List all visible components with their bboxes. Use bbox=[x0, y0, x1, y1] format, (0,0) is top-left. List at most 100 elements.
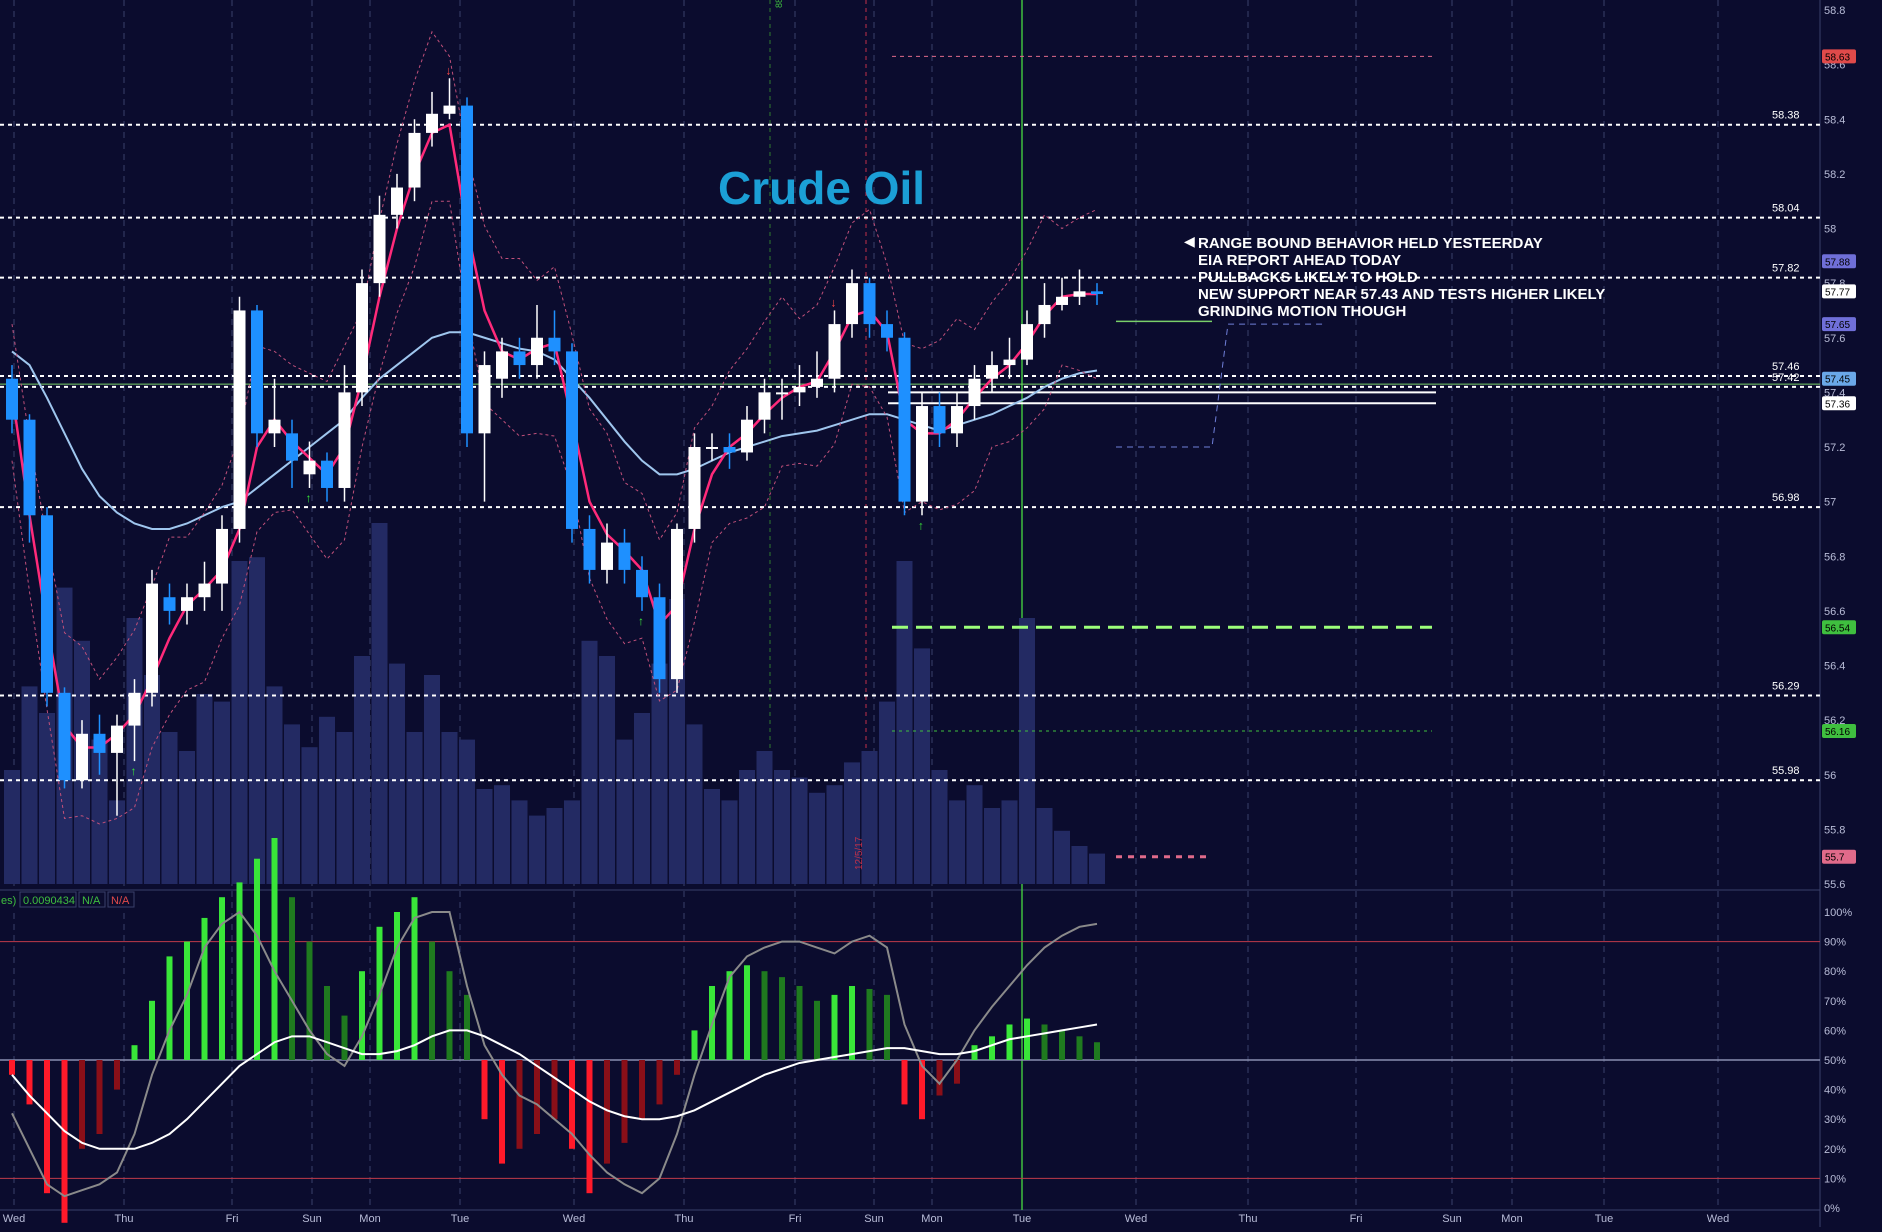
candle-body bbox=[706, 447, 718, 449]
indicator-na1: N/A bbox=[82, 895, 101, 907]
osc-axis-tick: 10% bbox=[1824, 1173, 1846, 1185]
candle-body bbox=[671, 528, 683, 680]
osc-histogram-bar bbox=[586, 1060, 593, 1194]
volume-bar bbox=[599, 656, 615, 884]
osc-histogram-bar bbox=[44, 1060, 50, 1194]
osc-histogram-bar bbox=[744, 965, 750, 1060]
volume-bar bbox=[564, 800, 580, 884]
volume-bar bbox=[476, 789, 493, 884]
candle-body bbox=[338, 392, 351, 488]
price-axis-tick: 55.6 bbox=[1824, 879, 1845, 891]
osc-histogram-bar bbox=[464, 994, 470, 1060]
price-badge-label: 57.77 bbox=[1825, 287, 1850, 298]
price-badge-label: 57.36 bbox=[1825, 399, 1850, 410]
osc-histogram-bar bbox=[534, 1060, 540, 1134]
osc-histogram-bar bbox=[849, 986, 855, 1060]
price-badge-label: 57.65 bbox=[1825, 320, 1850, 331]
sell-signal-arrow: ↓ bbox=[831, 295, 837, 309]
osc-histogram-bar bbox=[901, 1060, 908, 1105]
price-level-label: 57.42 bbox=[1772, 372, 1800, 384]
candle-body bbox=[1073, 291, 1086, 297]
candle-body bbox=[898, 337, 911, 502]
osc-histogram-bar bbox=[26, 1060, 33, 1105]
candle-body bbox=[23, 419, 36, 516]
indicator-strip-label: es) bbox=[1, 895, 16, 907]
price-level-label: 57.82 bbox=[1772, 263, 1800, 275]
volume-bar bbox=[1036, 808, 1053, 884]
volume-bar bbox=[931, 770, 948, 884]
osc-histogram-bar bbox=[394, 912, 400, 1060]
volume-bar bbox=[91, 739, 108, 884]
volume-bar bbox=[739, 770, 755, 884]
osc-histogram-bar bbox=[691, 1030, 698, 1060]
vertical-date-marker: 12/5/17 bbox=[854, 836, 865, 870]
candle-body bbox=[443, 105, 456, 114]
volume-bar bbox=[844, 762, 860, 884]
candle-body bbox=[513, 351, 526, 366]
price-badge-label: 56.54 bbox=[1825, 623, 1850, 634]
volume-bar bbox=[686, 724, 703, 884]
price-badge-label: 58.63 bbox=[1825, 52, 1850, 63]
candle-body bbox=[601, 542, 613, 570]
indicator-na2: N/A bbox=[111, 895, 130, 907]
candle-body bbox=[881, 324, 893, 338]
price-level-label: 56.98 bbox=[1772, 492, 1800, 504]
candle-body bbox=[76, 733, 88, 781]
sell-signal-arrow: ↓ bbox=[446, 63, 452, 77]
candle-body bbox=[251, 310, 263, 434]
candle-body bbox=[811, 378, 823, 387]
volume-bar bbox=[721, 800, 738, 884]
osc-histogram-bar bbox=[726, 971, 733, 1060]
price-level-label: 58.38 bbox=[1772, 110, 1800, 122]
osc-histogram-bar bbox=[831, 994, 838, 1060]
time-axis-label: Thu bbox=[675, 1213, 694, 1225]
price-badge bbox=[1822, 620, 1856, 635]
osc-histogram-bar bbox=[1041, 1024, 1048, 1060]
volume-bar bbox=[914, 648, 930, 884]
candle-body bbox=[496, 351, 508, 379]
price-level-label: 58.04 bbox=[1772, 203, 1800, 215]
candle-body bbox=[1056, 296, 1068, 305]
osc-axis-tick: 90% bbox=[1824, 937, 1846, 949]
osc-histogram-bar bbox=[621, 1060, 628, 1143]
volume-bar bbox=[529, 815, 545, 884]
volume-bar bbox=[1071, 846, 1088, 884]
candle-body bbox=[793, 386, 806, 393]
osc-histogram-bar bbox=[201, 917, 208, 1060]
price-badge-label: 57.45 bbox=[1825, 375, 1850, 386]
time-axis-label: Thu bbox=[1239, 1213, 1258, 1225]
osc-axis-tick: 40% bbox=[1824, 1085, 1846, 1097]
osc-axis-tick: 0% bbox=[1824, 1203, 1840, 1215]
osc-histogram-bar bbox=[761, 971, 768, 1060]
time-axis-label: Sun bbox=[302, 1213, 322, 1225]
candle-body bbox=[163, 597, 176, 611]
candle-body bbox=[181, 597, 193, 611]
candle-body bbox=[828, 324, 841, 379]
axes: Wed Thu Fri Sun Mon Tue Wed Thu Fri Sun Mon Tue Wed T… bbox=[3, 5, 1856, 1225]
volume-bar bbox=[196, 694, 213, 884]
osc-histogram-bar bbox=[446, 971, 453, 1060]
price-axis-tick: 58.2 bbox=[1824, 169, 1845, 181]
osc-axis-tick: 60% bbox=[1824, 1025, 1846, 1037]
osc-histogram-bar bbox=[219, 897, 225, 1060]
upper-band bbox=[11, 30, 1098, 681]
candle-body bbox=[933, 406, 946, 434]
volume-bar bbox=[791, 777, 808, 884]
volume-bar bbox=[546, 808, 563, 884]
time-axis-label: Fri bbox=[789, 1213, 802, 1225]
osc-histogram-bar bbox=[429, 941, 435, 1060]
candle-body bbox=[951, 406, 963, 434]
candle-body bbox=[741, 419, 753, 453]
osc-histogram-bar bbox=[656, 1060, 663, 1105]
candle-body bbox=[268, 419, 281, 434]
osc-histogram-bar bbox=[499, 1060, 505, 1164]
candle-body bbox=[986, 365, 998, 379]
volume-bar bbox=[319, 716, 335, 884]
osc-stochastic-line bbox=[11, 910, 1098, 1198]
osc-histogram-bar bbox=[79, 1060, 85, 1149]
volume-bar bbox=[896, 561, 913, 884]
volume-bar bbox=[354, 656, 370, 884]
osc-histogram-bar bbox=[184, 941, 190, 1060]
